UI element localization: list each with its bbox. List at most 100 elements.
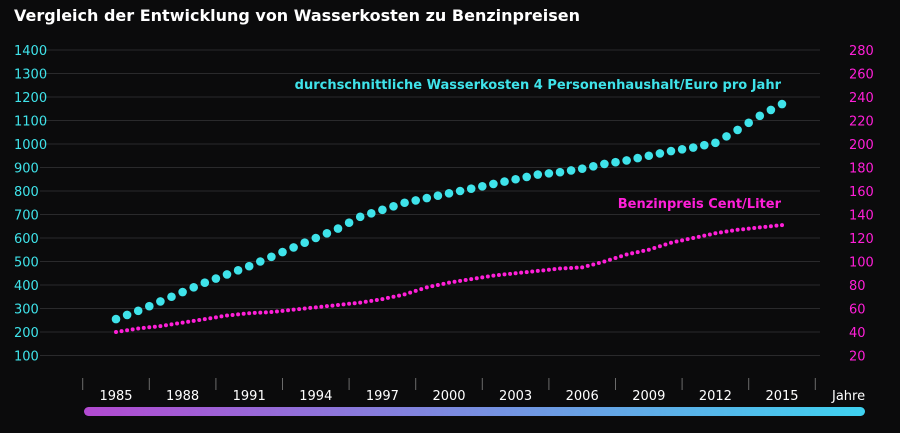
series-label-benzinpreis: Benzinpreis Cent/Liter bbox=[618, 197, 782, 212]
fuel-point bbox=[202, 317, 207, 322]
fuel-dot bbox=[502, 272, 507, 277]
water-dot bbox=[167, 292, 176, 302]
fuel-dot bbox=[197, 317, 202, 322]
fuel-dot bbox=[441, 281, 446, 286]
water-dot bbox=[722, 132, 731, 141]
fuel-dot bbox=[369, 298, 374, 303]
water-dot bbox=[211, 274, 221, 283]
x-tick-label: 2006 bbox=[566, 389, 599, 404]
water-dot bbox=[766, 105, 776, 115]
left-tick-label: 1200 bbox=[14, 91, 47, 106]
fuel-dot bbox=[774, 223, 779, 228]
fuel-point bbox=[402, 292, 407, 297]
fuel-dot bbox=[591, 262, 596, 267]
water-dot bbox=[255, 257, 265, 266]
water-point bbox=[666, 146, 676, 156]
fuel-dot bbox=[596, 260, 601, 265]
fuel-dot bbox=[391, 294, 396, 299]
fuel-dot bbox=[252, 310, 257, 315]
water-dot bbox=[500, 177, 509, 186]
water-point bbox=[222, 270, 232, 279]
fuel-dot bbox=[163, 323, 168, 328]
left-tick-label: 1300 bbox=[14, 68, 47, 83]
fuel-point bbox=[247, 311, 252, 316]
fuel-dot bbox=[147, 325, 152, 330]
fuel-dot bbox=[374, 297, 379, 302]
fuel-dot bbox=[280, 308, 285, 313]
fuel-dot bbox=[752, 226, 757, 231]
right-tick-label: 140 bbox=[849, 209, 874, 224]
water-dot bbox=[189, 283, 198, 292]
fuel-dot bbox=[302, 306, 307, 311]
fuel-dot bbox=[485, 274, 490, 279]
left-tick-label: 1100 bbox=[14, 115, 47, 130]
series-wasserkosten bbox=[111, 99, 787, 324]
right-tick-label: 120 bbox=[849, 232, 874, 247]
fuel-point bbox=[558, 266, 562, 271]
fuel-point bbox=[158, 324, 163, 329]
water-dot bbox=[744, 118, 753, 128]
fuel-point bbox=[269, 310, 274, 315]
fuel-dot bbox=[763, 224, 768, 229]
fuel-dot bbox=[430, 284, 435, 289]
fuel-dot bbox=[324, 304, 329, 309]
fuel-point bbox=[757, 225, 762, 230]
water-point bbox=[156, 297, 165, 306]
fuel-dot bbox=[219, 314, 224, 319]
water-point bbox=[600, 159, 609, 169]
fuel-point bbox=[114, 330, 118, 334]
water-dot bbox=[367, 209, 376, 218]
right-tick-label: 20 bbox=[849, 350, 866, 365]
right-tick-label: 200 bbox=[849, 138, 874, 153]
x-tick-label: 2003 bbox=[499, 389, 532, 404]
fuel-point bbox=[313, 305, 318, 310]
left-tick-label: 300 bbox=[14, 303, 39, 318]
fuel-dot bbox=[730, 228, 735, 233]
water-point bbox=[555, 167, 565, 177]
water-point bbox=[511, 174, 520, 184]
fuel-dot bbox=[191, 318, 196, 323]
x-tick-label: 2015 bbox=[765, 389, 798, 404]
water-dot bbox=[566, 166, 576, 175]
right-tick-label: 40 bbox=[849, 326, 866, 341]
x-tick-label: 1988 bbox=[166, 389, 199, 404]
fuel-dot bbox=[724, 229, 729, 234]
grid-lines bbox=[40, 49, 820, 356]
water-point bbox=[378, 205, 387, 215]
right-tick-label: 60 bbox=[849, 303, 866, 318]
water-point bbox=[444, 189, 454, 198]
fuel-point bbox=[336, 302, 340, 307]
fuel-point bbox=[624, 252, 629, 257]
fuel-dot bbox=[702, 233, 707, 238]
water-point bbox=[733, 125, 742, 135]
water-dot bbox=[522, 172, 531, 182]
right-tick-label: 180 bbox=[849, 162, 874, 177]
series-label-wasserkosten: durchschnittliche Wasserkosten 4 Persone… bbox=[295, 78, 782, 93]
water-dot bbox=[344, 218, 354, 228]
fuel-dot bbox=[674, 239, 679, 244]
water-point bbox=[244, 261, 254, 271]
gradient-bar bbox=[84, 407, 865, 416]
fuel-dot bbox=[635, 250, 640, 255]
fuel-dot bbox=[552, 267, 557, 272]
right-tick-label: 240 bbox=[849, 91, 874, 106]
fuel-dot bbox=[768, 224, 773, 229]
water-point bbox=[111, 314, 121, 324]
fuel-point bbox=[513, 271, 518, 276]
water-point bbox=[333, 224, 343, 233]
right-tick-label: 280 bbox=[849, 44, 874, 59]
fuel-dot bbox=[230, 312, 235, 317]
left-tick-label: 700 bbox=[14, 209, 39, 224]
water-dot bbox=[655, 149, 665, 158]
right-tick-label: 80 bbox=[849, 279, 866, 294]
fuel-dot bbox=[308, 305, 313, 310]
water-point bbox=[400, 198, 409, 208]
left-tick-label: 100 bbox=[14, 350, 39, 365]
water-point bbox=[267, 252, 276, 262]
fuel-dot bbox=[652, 245, 657, 250]
fuel-point bbox=[180, 320, 185, 325]
water-point bbox=[533, 170, 543, 179]
fuel-dot bbox=[685, 237, 690, 242]
water-point bbox=[489, 179, 498, 189]
